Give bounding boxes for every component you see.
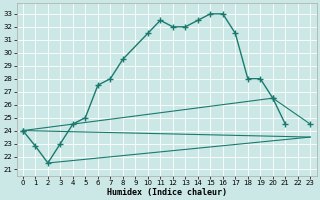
X-axis label: Humidex (Indice chaleur): Humidex (Indice chaleur) bbox=[107, 188, 227, 197]
